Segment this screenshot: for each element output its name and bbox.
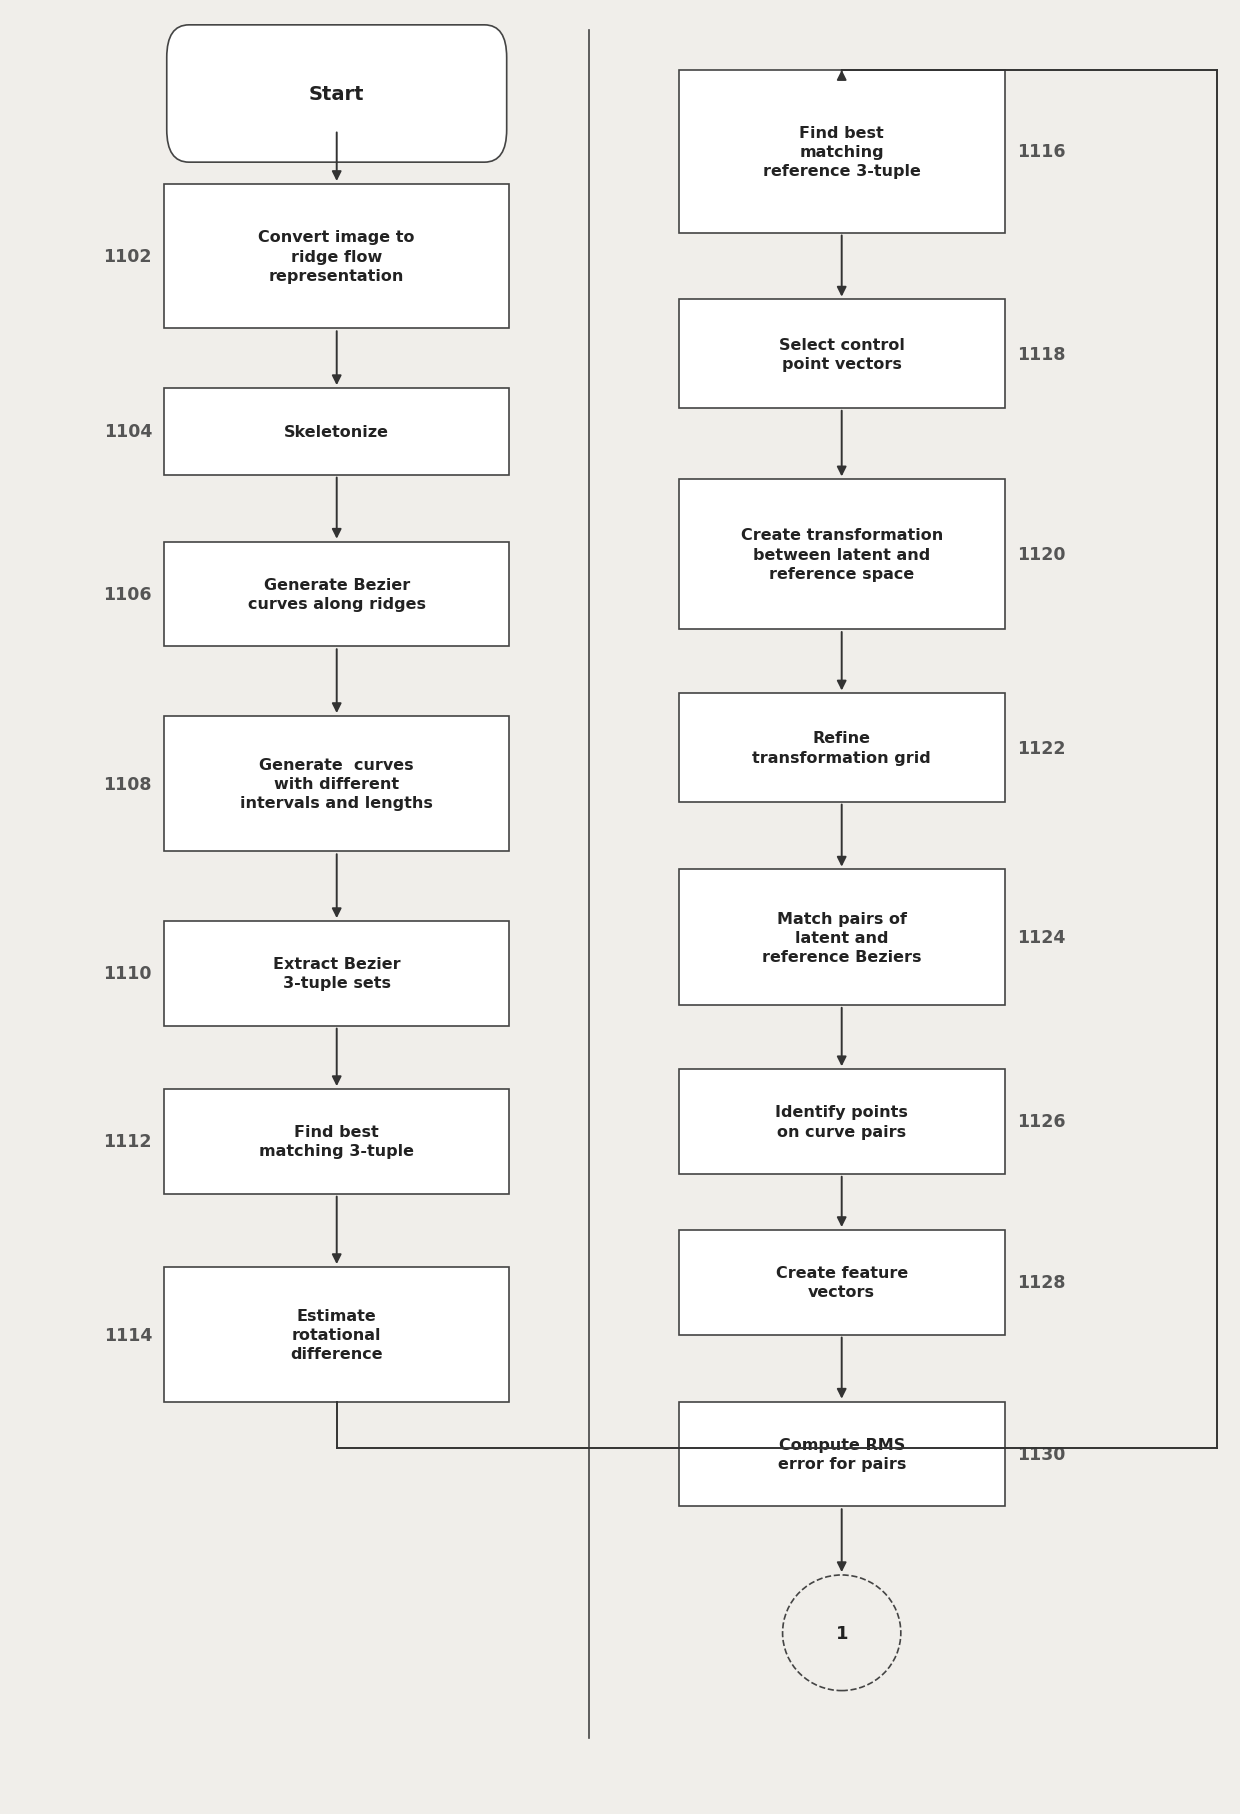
FancyBboxPatch shape	[678, 71, 1004, 234]
FancyBboxPatch shape	[678, 871, 1004, 1005]
Text: 1114: 1114	[104, 1326, 153, 1344]
Text: 1128: 1128	[1017, 1273, 1065, 1292]
FancyBboxPatch shape	[164, 542, 510, 648]
FancyBboxPatch shape	[678, 695, 1004, 802]
Text: 1: 1	[836, 1624, 848, 1642]
Text: 1118: 1118	[1017, 345, 1065, 363]
Text: Estimate
rotational
difference: Estimate rotational difference	[290, 1308, 383, 1362]
Text: Generate Bezier
curves along ridges: Generate Bezier curves along ridges	[248, 577, 425, 611]
Text: 1116: 1116	[1017, 143, 1065, 161]
Text: 1112: 1112	[103, 1132, 153, 1150]
Text: Identify points
on curve pairs: Identify points on curve pairs	[775, 1105, 908, 1139]
Text: Extract Bezier
3-tuple sets: Extract Bezier 3-tuple sets	[273, 956, 401, 990]
FancyBboxPatch shape	[166, 25, 507, 163]
Text: Find best
matching
reference 3-tuple: Find best matching reference 3-tuple	[763, 125, 920, 180]
Text: 1110: 1110	[103, 965, 153, 983]
Text: Match pairs of
latent and
reference Beziers: Match pairs of latent and reference Bezi…	[761, 911, 921, 965]
FancyBboxPatch shape	[678, 481, 1004, 629]
Text: 1122: 1122	[1017, 738, 1065, 756]
Text: Refine
transformation grid: Refine transformation grid	[753, 731, 931, 766]
Text: Compute RMS
error for pairs: Compute RMS error for pairs	[777, 1437, 906, 1471]
Text: Convert image to
ridge flow
representation: Convert image to ridge flow representati…	[258, 230, 415, 283]
FancyBboxPatch shape	[678, 301, 1004, 408]
Text: 1130: 1130	[1017, 1446, 1065, 1464]
FancyBboxPatch shape	[164, 185, 510, 328]
Text: 1108: 1108	[103, 775, 153, 793]
Text: Create transformation
between latent and
reference space: Create transformation between latent and…	[740, 528, 942, 582]
Text: 1120: 1120	[1017, 546, 1065, 564]
Text: Select control
point vectors: Select control point vectors	[779, 337, 905, 372]
Text: Start: Start	[309, 85, 365, 103]
FancyBboxPatch shape	[678, 1402, 1004, 1506]
FancyBboxPatch shape	[164, 922, 510, 1027]
Text: 1102: 1102	[103, 249, 153, 267]
FancyBboxPatch shape	[678, 1230, 1004, 1335]
FancyBboxPatch shape	[678, 1070, 1004, 1174]
Text: 1104: 1104	[104, 423, 153, 441]
Text: Skeletonize: Skeletonize	[284, 424, 389, 439]
FancyBboxPatch shape	[164, 388, 510, 475]
FancyBboxPatch shape	[164, 717, 510, 853]
Text: Create feature
vectors: Create feature vectors	[775, 1266, 908, 1299]
Text: Find best
matching 3-tuple: Find best matching 3-tuple	[259, 1125, 414, 1159]
FancyBboxPatch shape	[164, 1090, 510, 1194]
Text: 1124: 1124	[1017, 929, 1065, 947]
Text: Generate  curves
with different
intervals and lengths: Generate curves with different intervals…	[241, 758, 433, 811]
Text: 1106: 1106	[103, 586, 153, 604]
FancyBboxPatch shape	[164, 1268, 510, 1402]
Text: 1126: 1126	[1017, 1112, 1065, 1130]
Ellipse shape	[782, 1575, 900, 1691]
